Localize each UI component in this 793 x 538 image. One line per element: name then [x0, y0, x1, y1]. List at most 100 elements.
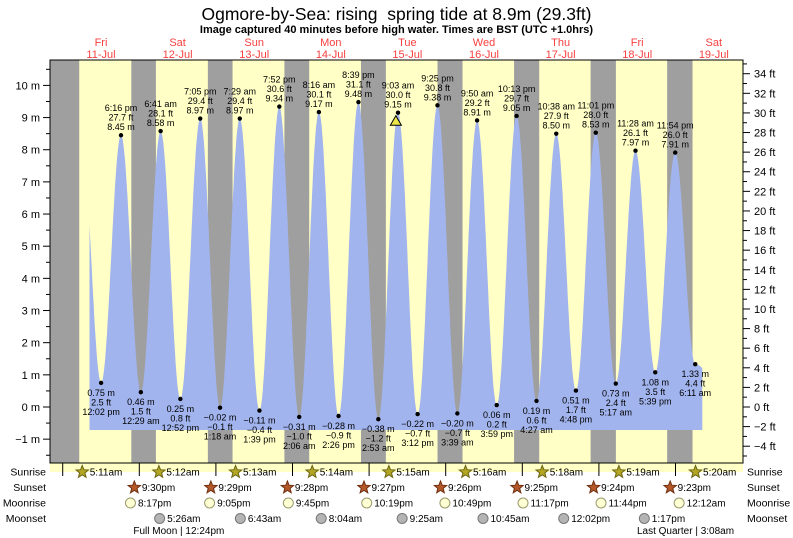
- day-label-date: 17-Jul: [546, 49, 576, 61]
- ft-axis-label: 4 ft: [754, 363, 769, 375]
- sunrise-time: 5:20am: [703, 468, 736, 479]
- m-axis-label: 8 m: [22, 145, 40, 157]
- tide-extreme-dot: [672, 150, 678, 155]
- ft-axis-label: −4 ft: [754, 441, 776, 453]
- sunset-time: 9:24pm: [601, 483, 634, 494]
- row-label-sunrise-left: Sunrise: [10, 467, 46, 479]
- ft-axis-label: 16 ft: [754, 245, 775, 257]
- moonset-icon: [315, 513, 327, 524]
- moonset-icon: [558, 513, 570, 524]
- high-tide-label: 11:01 pm 28.0 ft 8.53 m: [577, 101, 614, 130]
- sunrise-icon: [687, 464, 703, 479]
- tide-extreme-dot: [297, 414, 302, 420]
- high-tide-label: 11:54 pm 26.0 ft 7.91 m: [657, 121, 694, 150]
- tide-extreme-dot: [336, 413, 341, 419]
- day-label-dow: Sat: [169, 37, 186, 49]
- ft-axis-label: 12 ft: [754, 284, 775, 296]
- row-label-moonset-left: Moonset: [6, 513, 46, 525]
- high-tide-label: 6:41 am 28.1 ft 8.58 m: [144, 99, 177, 128]
- day-label-dow: Thu: [551, 37, 570, 49]
- ft-axis-label: 8 ft: [754, 324, 769, 336]
- capture-time-marker: [389, 114, 403, 126]
- tide-extreme-dot: [554, 131, 559, 136]
- moonrise-icon: [439, 497, 451, 509]
- moonset-time: 5:26am: [167, 514, 200, 525]
- m-axis-label: 10 m: [16, 80, 40, 92]
- sunrise-time: 5:19am: [626, 468, 659, 479]
- tide-extreme-dot: [693, 362, 698, 367]
- ft-axis-label: 2 ft: [754, 382, 769, 394]
- moonset-time: 12:02pm: [571, 514, 610, 525]
- ft-axis-label: 34 ft: [754, 69, 775, 81]
- low-tide-label: −0.02 m −0.1 ft 1:18 am: [204, 413, 237, 442]
- moonrise-time: 9:45pm: [296, 499, 329, 510]
- low-tide-label: −0.28 m −0.9 ft 2:26 pm: [322, 421, 355, 450]
- sunrise-time: 5:15am: [396, 468, 429, 479]
- moonset-time: 9:25am: [410, 514, 443, 525]
- high-tide-label: 9:25 pm 30.8 ft 9.38 m: [421, 73, 454, 102]
- row-label-sunrise-right: Sunrise: [747, 467, 783, 479]
- sunrise-icon: [74, 464, 90, 479]
- sunrise-icon: [381, 464, 397, 479]
- low-tide-label: 0.75 m 2.5 ft 12:02 pm: [82, 388, 120, 417]
- day-label-date: 14-Jul: [316, 49, 346, 61]
- day-label-dow: Fri: [631, 37, 644, 49]
- sunset-icon: [509, 479, 525, 494]
- ft-axis-label: 22 ft: [754, 186, 775, 198]
- moonrise-time: 9:05pm: [217, 499, 250, 510]
- moonset-icon: [638, 513, 650, 524]
- tide-extreme-dot: [316, 109, 322, 115]
- moonset-icon: [234, 513, 246, 524]
- tide-extreme-dot: [415, 411, 420, 417]
- moonrise-icon: [282, 497, 294, 509]
- low-tide-label: −0.31 m −1.0 ft 2:06 am: [283, 422, 316, 451]
- ft-axis-label: 20 ft: [754, 206, 775, 218]
- sunrise-icon: [151, 464, 167, 479]
- tide-extreme-dot: [633, 148, 638, 153]
- m-axis-label: 3 m: [22, 306, 40, 318]
- tide-extreme-dot: [573, 388, 579, 393]
- m-axis-label: 5 m: [22, 241, 40, 253]
- sunrise-time: 5:18am: [550, 468, 583, 479]
- m-axis-label: 0 m: [22, 402, 40, 414]
- tide-extreme-dot: [198, 116, 203, 121]
- tide-extreme-dot: [376, 417, 381, 422]
- ft-axis-label: −2 ft: [754, 422, 776, 434]
- low-tide-label: −0.38 m −1.2 ft 2:53 am: [362, 424, 395, 453]
- moonrise-icon: [204, 497, 216, 509]
- sunset-icon: [126, 479, 142, 494]
- ft-axis-label: 6 ft: [754, 343, 769, 355]
- day-label-dow: Wed: [473, 37, 495, 49]
- row-label-sunset-right: Sunset: [747, 482, 780, 494]
- sunset-icon: [356, 479, 372, 494]
- tide-extreme-dot: [237, 116, 242, 121]
- row-label-moonset-right: Moonset: [747, 513, 787, 525]
- day-label-dow: Fri: [95, 37, 108, 49]
- moonrise-time: 11:44pm: [609, 499, 647, 510]
- sunset-icon: [586, 479, 602, 494]
- tide-extreme-dot: [455, 411, 460, 416]
- day-label-date: 16-Jul: [469, 49, 499, 61]
- tide-extreme-dot: [395, 110, 401, 115]
- moon-phase-label: Last Quarter | 3:08am: [637, 526, 734, 537]
- high-tide-label: 11:28 am 26.1 ft 7.97 m: [617, 119, 654, 148]
- m-axis-label: 9 m: [22, 113, 40, 125]
- high-tide-label: 7:05 pm 29.4 ft 8.97 m: [184, 87, 217, 116]
- high-tide-label: 9:50 am 29.2 ft 8.91 m: [461, 88, 494, 117]
- sunset-icon: [279, 479, 295, 494]
- tide-extreme-dot: [158, 128, 163, 134]
- moonrise-icon: [124, 497, 136, 509]
- tide-extreme-dot: [613, 381, 618, 386]
- tide-extreme-dot: [138, 390, 144, 395]
- page-title: Ogmore-by-Sea: rising spring tide at 8.9…: [201, 4, 592, 24]
- m-axis-label: 4 m: [22, 273, 40, 285]
- sunset-icon: [662, 479, 678, 494]
- low-tide-label: −0.20 m −0.7 ft 3:39 am: [441, 418, 474, 447]
- sunrise-icon: [228, 464, 243, 479]
- moonset-icon: [477, 513, 489, 524]
- high-tide-label: 9:03 am 30.0 ft 9.15 m: [382, 81, 415, 110]
- m-axis-label: 1 m: [22, 370, 40, 382]
- low-tide-label: 1.33 m 4.4 ft 6:11 am: [679, 369, 711, 398]
- moonrise-icon: [673, 497, 685, 509]
